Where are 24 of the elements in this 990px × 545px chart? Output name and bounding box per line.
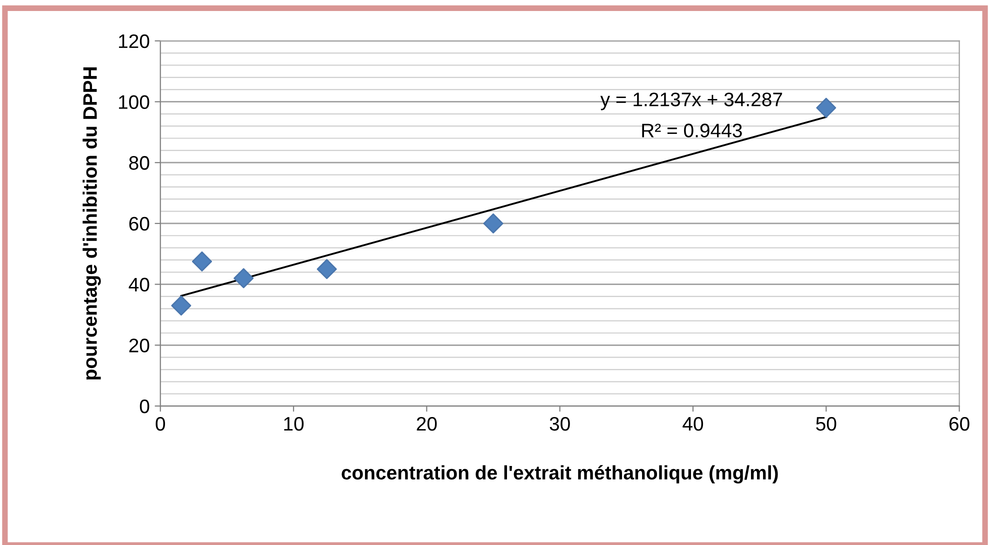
y-tick-label: 80: [129, 156, 150, 170]
x-tick-label: 10: [284, 416, 304, 431]
x-axis-title: concentration de l'extrait méthanolique (mg/ml): [342, 465, 778, 484]
y-tick-label: 20: [129, 338, 150, 352]
y-axis-title: pourcentage d'inhibition du DPPH: [82, 67, 101, 380]
x-tick-label: 0: [156, 416, 166, 431]
point: [316, 259, 337, 280]
y-tick-label: 100: [119, 95, 150, 109]
annotation: y = 1.2137x + 34.287: [600, 92, 782, 110]
y-tick-label: 0: [140, 399, 150, 414]
point: [483, 213, 504, 234]
y-tick-label: 40: [128, 278, 150, 292]
point: [234, 268, 254, 288]
x-tick-label: 60: [949, 416, 970, 431]
annotation: R² = 0.9443: [642, 124, 742, 138]
y-tick-label: 120: [119, 34, 150, 48]
y-tick-label: 60: [129, 216, 150, 231]
point: [816, 98, 836, 118]
x-tick-label: 30: [550, 416, 570, 431]
x-tick-label: 50: [816, 416, 836, 431]
point: [171, 296, 192, 316]
point: [192, 251, 212, 272]
x-tick-label: 20: [416, 416, 437, 431]
x-tick-label: 40: [682, 416, 704, 431]
